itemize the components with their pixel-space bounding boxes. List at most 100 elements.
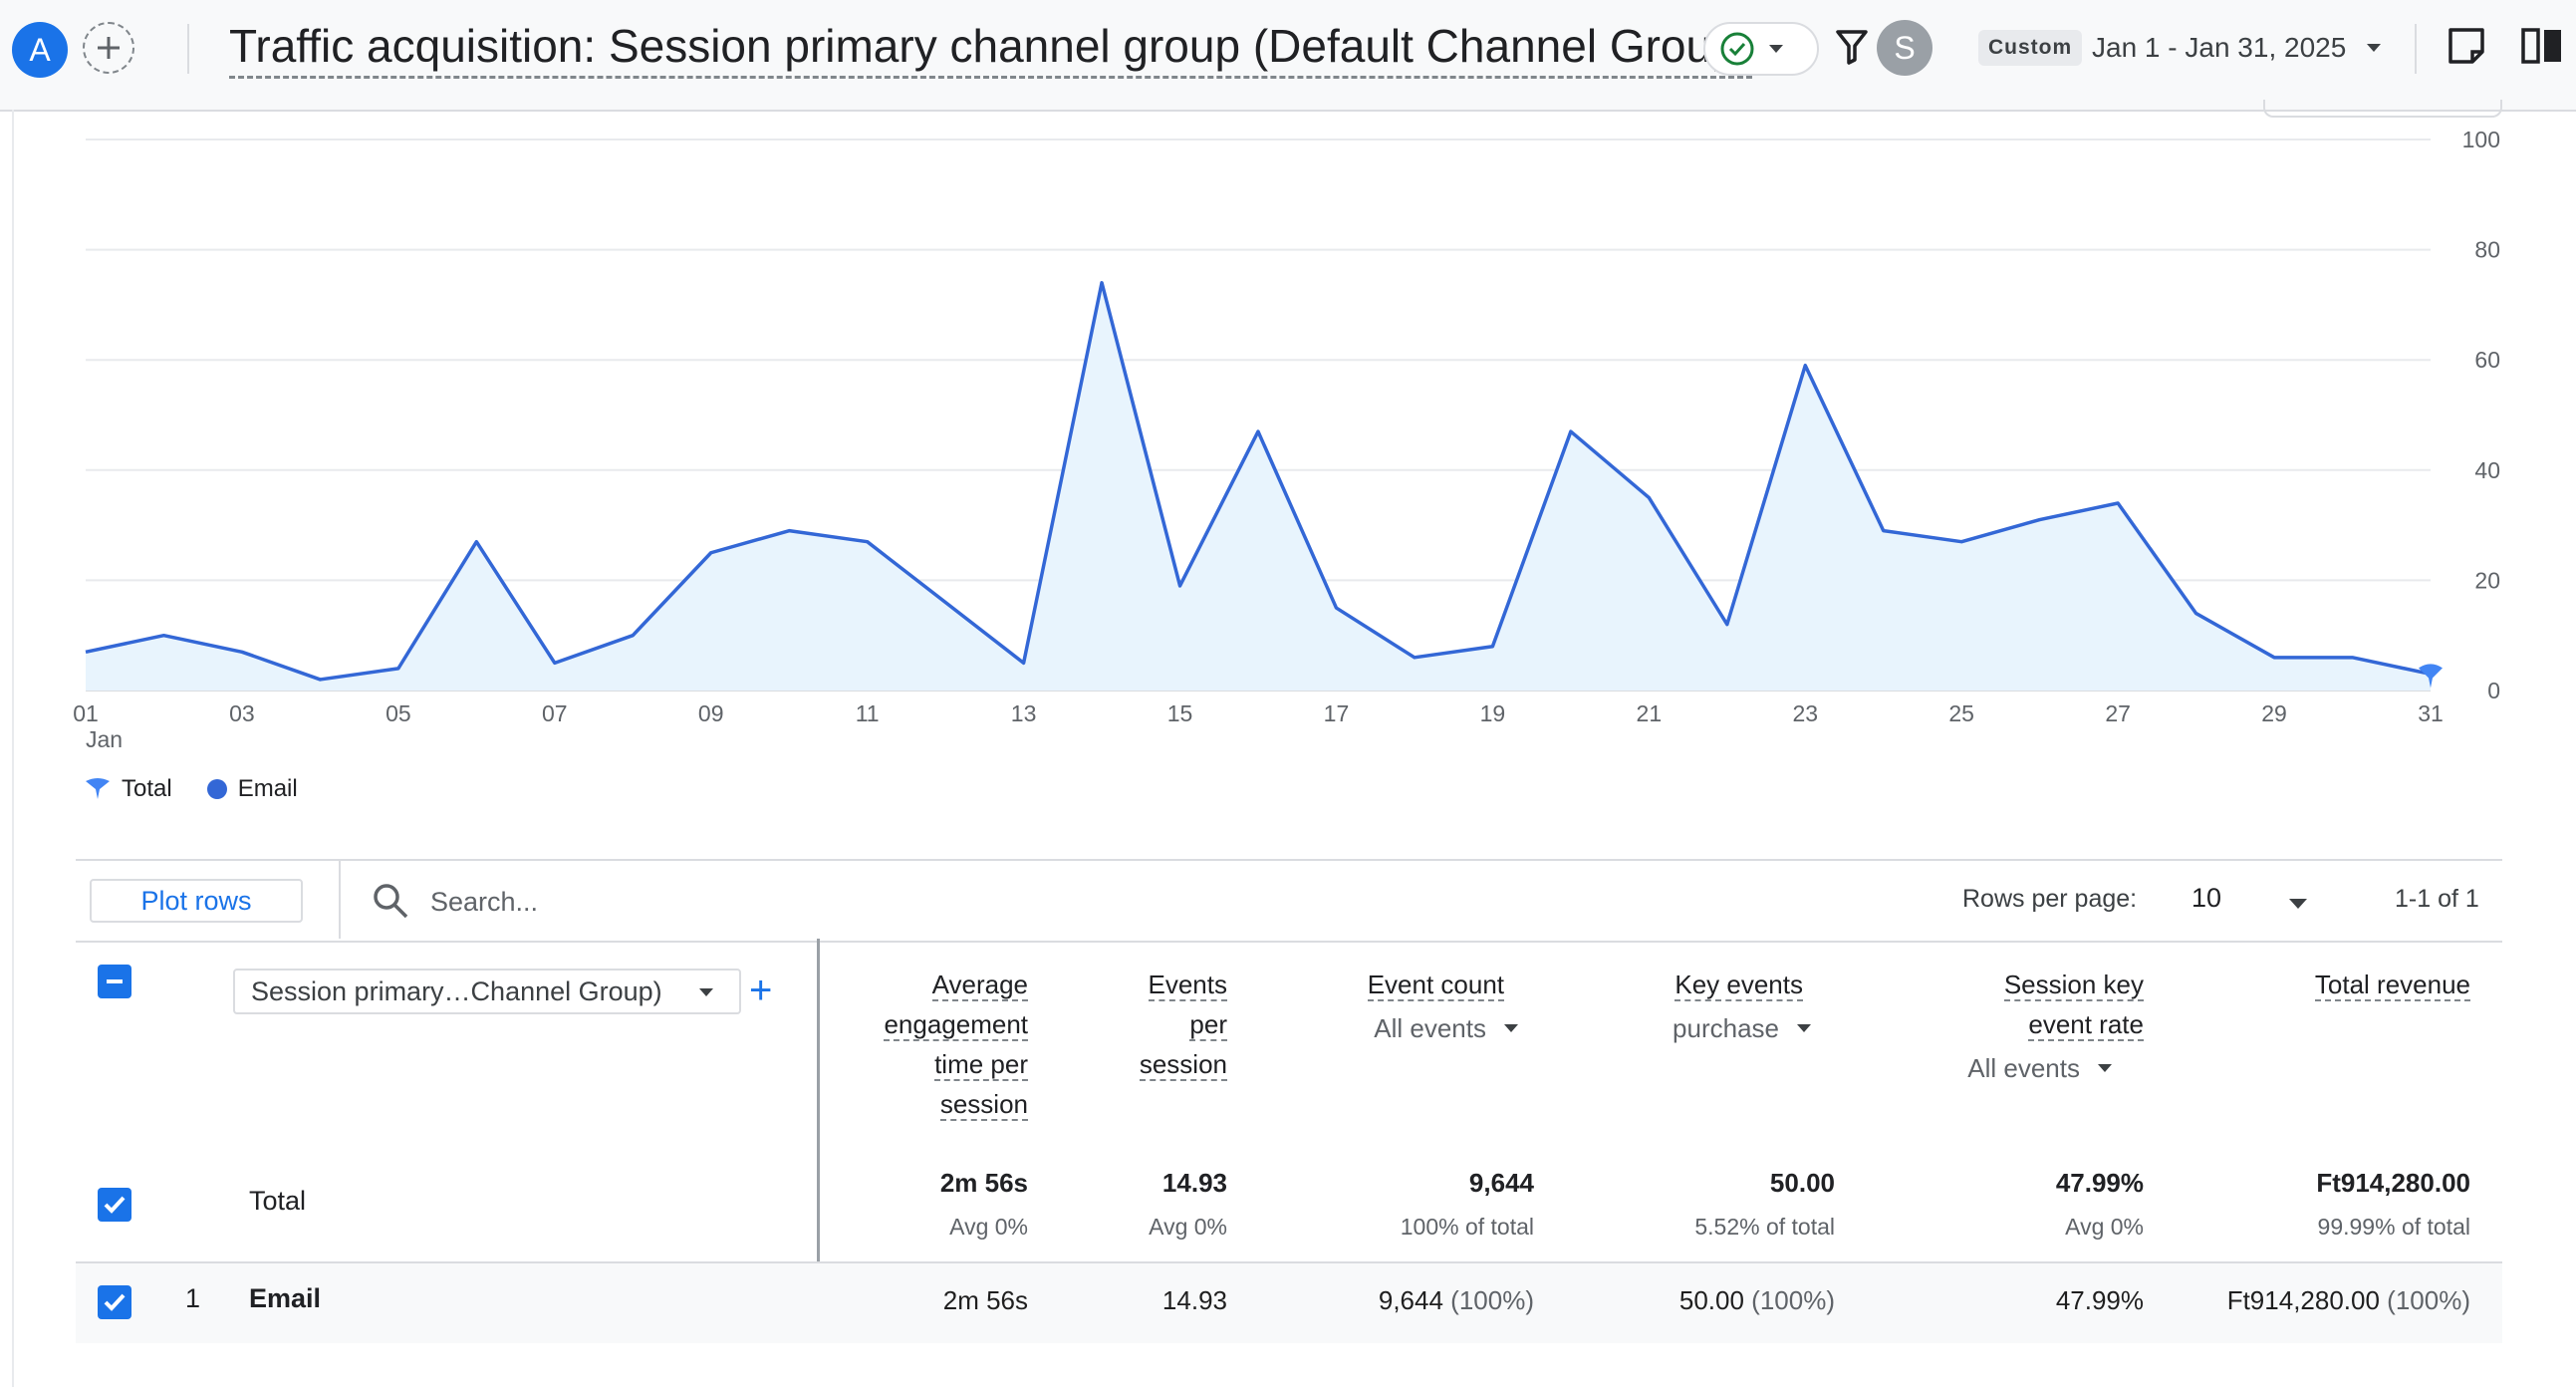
total-marker-icon xyxy=(86,778,110,799)
filter-select-label: All events xyxy=(1374,1013,1486,1043)
add-comparison-button[interactable] xyxy=(83,22,134,74)
total-row-label: Total xyxy=(249,1186,307,1216)
search-input[interactable] xyxy=(428,881,1030,923)
header-line: event rate xyxy=(2028,1009,2144,1041)
row-key-events: 50.00 (100%) xyxy=(1679,1285,1835,1316)
y-tick-label: 80 xyxy=(2474,237,2500,263)
x-tick-label: 19 xyxy=(1480,700,1506,726)
series-line-total xyxy=(85,281,2432,682)
date-range-picker[interactable]: Jan 1 - Jan 31, 2025 xyxy=(2092,32,2347,63)
total-session-key-event-rate: 47.99% xyxy=(2055,1168,2144,1198)
caret-down-icon xyxy=(2098,1064,2112,1072)
x-tick-label: 11 xyxy=(856,700,880,726)
header-line: per xyxy=(1189,1009,1227,1041)
header-line: Event count xyxy=(1367,970,1504,1001)
x-tick-label: 05 xyxy=(386,700,411,726)
caret-down-icon xyxy=(1769,45,1783,53)
column-header-key-events[interactable]: Key events xyxy=(1544,965,1803,1004)
total-events-per-session-sub: Avg 0% xyxy=(1149,1214,1227,1240)
caret-down-icon[interactable] xyxy=(2287,897,2309,911)
dimension-select[interactable]: Session primary…Channel Group) xyxy=(233,969,741,1014)
total-key-events-sub: 5.52% of total xyxy=(1694,1214,1835,1240)
x-tick-label: 07 xyxy=(542,700,568,726)
checkmark-icon xyxy=(104,1293,126,1311)
event-count-filter-select[interactable]: All events xyxy=(1221,1008,1520,1048)
add-dimension-button[interactable]: + xyxy=(749,969,773,1012)
report-title[interactable]: Traffic acquisition: Session primary cha… xyxy=(229,16,1752,79)
row-avg-engagement: 2m 56s xyxy=(943,1285,1028,1316)
y-tick-label: 20 xyxy=(2474,567,2500,593)
total-key-events: 50.00 xyxy=(1769,1168,1835,1198)
dimension-select-label: Session primary…Channel Group) xyxy=(251,975,662,1006)
caret-down-icon[interactable] xyxy=(697,986,715,998)
total-avg-engagement: 2m 56s xyxy=(939,1168,1028,1198)
cell-value: 14.93 xyxy=(1161,1285,1227,1315)
key-events-filter-select[interactable]: purchase xyxy=(1514,1008,1813,1048)
row-session-key-event-rate: 47.99% xyxy=(2056,1285,2144,1316)
row-event-count: 9,644 (100%) xyxy=(1379,1285,1534,1316)
header-line: Average xyxy=(931,970,1028,1001)
account-avatar[interactable]: A xyxy=(12,22,68,78)
total-session-key-event-rate-sub: Avg 0% xyxy=(2065,1214,2144,1240)
cell-value: 2m 56s xyxy=(942,1285,1028,1315)
notes-icon[interactable] xyxy=(2447,26,2486,66)
total-event-count-sub: 100% of total xyxy=(1400,1214,1534,1240)
add-comparison-icon xyxy=(98,37,120,59)
row-checkbox[interactable] xyxy=(98,1285,131,1319)
cell-value: 9,644 xyxy=(1378,1285,1443,1315)
x-tick-label: 15 xyxy=(1167,700,1193,726)
column-header-event-count[interactable]: Event count xyxy=(1245,965,1504,1004)
select-all-checkbox[interactable] xyxy=(98,965,131,998)
caret-down-icon xyxy=(1504,1024,1518,1032)
row-dimension-value[interactable]: Email xyxy=(249,1283,322,1313)
caret-down-icon[interactable] xyxy=(2365,42,2383,54)
total-event-count: 9,644 xyxy=(1468,1168,1534,1198)
y-tick-label: 0 xyxy=(2487,678,2500,703)
cell-value: 50.00 xyxy=(1678,1285,1744,1315)
legend-item-total[interactable]: Total xyxy=(84,775,172,803)
row-events-per-session: 14.93 xyxy=(1162,1285,1227,1316)
session-key-event-rate-filter-select[interactable]: All events xyxy=(1815,1048,2114,1088)
filter-icon[interactable] xyxy=(1835,28,1869,66)
x-tick-label: 09 xyxy=(698,700,724,726)
plot-rows-button[interactable]: Plot rows xyxy=(90,879,303,923)
x-tick-label: 01 xyxy=(73,700,99,726)
column-header-avg-engagement[interactable]: Average engagement time per session xyxy=(809,965,1028,1124)
table-row[interactable] xyxy=(76,1261,2502,1343)
date-mode-chip: Custom xyxy=(1978,30,2083,66)
header-line: Session key xyxy=(2003,970,2144,1001)
rows-per-page-select[interactable]: 10 xyxy=(2191,883,2222,913)
total-events-per-session: 14.93 xyxy=(1161,1168,1227,1198)
chart-legend: Total Email xyxy=(84,775,318,803)
legend-item-email[interactable]: Email xyxy=(206,775,298,803)
chart-options-card-edge xyxy=(2263,100,2502,118)
header-line: engagement xyxy=(884,1009,1028,1041)
x-tick-label: 25 xyxy=(1948,700,1974,726)
cell-value: 47.99% xyxy=(2055,1285,2144,1315)
row-index: 1 xyxy=(185,1283,201,1313)
dimension-column-divider xyxy=(817,939,820,1341)
x-tick-sublabel: Jan xyxy=(86,726,123,752)
y-tick-label: 40 xyxy=(2474,457,2500,483)
header-line: Key events xyxy=(1674,970,1803,1001)
caret-down-icon xyxy=(1797,1024,1811,1032)
search-icon xyxy=(374,884,408,919)
column-header-session-key-event-rate[interactable]: Session key event rate xyxy=(1885,965,2144,1044)
compare-columns-icon[interactable] xyxy=(2520,26,2564,66)
check-circle-icon xyxy=(1720,32,1754,66)
filter-select-label: All events xyxy=(1967,1053,2080,1083)
total-row-checkbox[interactable] xyxy=(98,1188,131,1222)
x-tick-label: 23 xyxy=(1792,700,1818,726)
checkmark-icon xyxy=(104,1196,126,1214)
column-header-total-revenue[interactable]: Total revenue xyxy=(2211,965,2470,1004)
total-revenue: Ft914,280.00 xyxy=(2316,1168,2470,1198)
header-line: session xyxy=(939,1089,1028,1121)
row-total-revenue: Ft914,280.00 (100%) xyxy=(2227,1285,2470,1316)
user-avatar[interactable]: S xyxy=(1877,20,1932,76)
rows-per-page-label: Rows per page: xyxy=(1962,885,2138,913)
x-tick-label: 13 xyxy=(1011,700,1037,726)
report-status-dropdown[interactable] xyxy=(1703,22,1819,76)
toolbar-divider xyxy=(339,861,341,939)
column-header-events-per-session[interactable]: Events per session xyxy=(1058,965,1227,1084)
x-tick-label: 31 xyxy=(2418,700,2444,726)
